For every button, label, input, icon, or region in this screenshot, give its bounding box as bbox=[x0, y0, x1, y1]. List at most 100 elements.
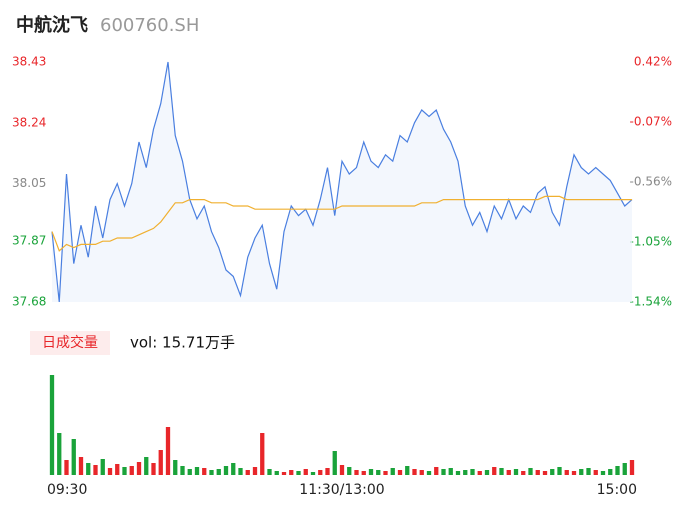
volume-bar bbox=[383, 471, 388, 475]
volume-bar bbox=[93, 465, 98, 475]
volume-bar bbox=[368, 469, 374, 475]
volume-bar bbox=[173, 460, 178, 475]
y2-tick-label: -0.56% bbox=[630, 175, 672, 189]
volume-bar bbox=[484, 470, 490, 475]
volume-bar bbox=[528, 468, 533, 475]
volume-bar bbox=[151, 463, 156, 475]
volume-bar bbox=[615, 466, 620, 475]
volume-bar bbox=[542, 471, 548, 475]
volume-bar bbox=[405, 466, 410, 475]
volume-bar bbox=[426, 471, 432, 475]
volume-bar bbox=[470, 469, 475, 475]
volume-bar bbox=[122, 467, 127, 475]
volume-bar bbox=[550, 469, 555, 475]
volume-bar bbox=[136, 462, 142, 475]
volume-bar bbox=[252, 467, 258, 475]
volume-bar bbox=[600, 471, 606, 475]
volume-bar bbox=[115, 464, 120, 475]
volume-bar bbox=[238, 468, 243, 475]
volume-bar bbox=[165, 427, 171, 475]
volume-bar bbox=[49, 375, 55, 475]
volume-bar bbox=[71, 439, 76, 475]
volume-bar bbox=[187, 469, 192, 475]
volume-bar bbox=[608, 469, 613, 475]
volume-bar bbox=[354, 470, 359, 475]
y-tick-label: 37.68 bbox=[12, 295, 46, 309]
volume-bar bbox=[303, 469, 308, 475]
volume-bar bbox=[129, 466, 134, 475]
volume-bar bbox=[86, 463, 91, 475]
volume-bar bbox=[622, 463, 627, 475]
volume-bar bbox=[455, 471, 461, 475]
volume-bar bbox=[318, 470, 323, 475]
volume-bar bbox=[513, 469, 519, 475]
volume-bar bbox=[223, 466, 229, 475]
volume-bar bbox=[339, 465, 345, 475]
volume-bar bbox=[506, 470, 511, 475]
y-tick-label: 38.05 bbox=[12, 176, 46, 190]
volume-bar bbox=[434, 467, 439, 475]
volume-bar bbox=[361, 471, 366, 475]
volume-bar bbox=[521, 471, 526, 475]
volume-bar bbox=[448, 468, 453, 475]
volume-bar bbox=[158, 450, 163, 475]
volume-bar bbox=[78, 457, 84, 475]
volume-bar bbox=[499, 468, 504, 475]
y2-tick-label: -0.07% bbox=[630, 115, 672, 129]
y-tick-label: 38.43 bbox=[12, 55, 46, 69]
volume-bar bbox=[419, 470, 424, 475]
volume-bar bbox=[579, 469, 584, 475]
volume-bar bbox=[281, 472, 287, 475]
volume-bar bbox=[629, 460, 635, 475]
volume-bar bbox=[296, 471, 301, 475]
y-tick-label: 37.87 bbox=[12, 234, 46, 248]
legend-bg bbox=[30, 331, 110, 355]
x-tick-label: 09:30 bbox=[47, 482, 87, 498]
volume-bar bbox=[289, 470, 294, 475]
volume-bar bbox=[477, 471, 482, 475]
volume-bar bbox=[100, 459, 105, 475]
x-tick-label: 11:30/13:00 bbox=[299, 482, 384, 498]
volume-bar bbox=[397, 470, 403, 475]
volume-bar bbox=[332, 451, 337, 475]
volume-bar bbox=[202, 468, 207, 475]
volume-bar bbox=[347, 467, 352, 475]
volume-bar bbox=[216, 469, 221, 475]
volume-bar bbox=[267, 469, 272, 475]
volume-bar bbox=[593, 470, 598, 475]
volume-bar bbox=[310, 472, 316, 475]
line-avg bbox=[51, 195, 632, 252]
volume-bar bbox=[325, 468, 330, 475]
volume-bar bbox=[231, 463, 236, 475]
volume-bar bbox=[390, 468, 395, 475]
volume-bar bbox=[412, 469, 417, 475]
volume-bar bbox=[180, 466, 185, 475]
volume-bar bbox=[245, 470, 250, 475]
stock-code: 600760.SH bbox=[100, 15, 199, 36]
volume-bar bbox=[209, 470, 214, 475]
y-tick-label: 38.24 bbox=[12, 115, 46, 129]
volume-legend: 日成交量 bbox=[42, 334, 98, 351]
volume-bar bbox=[144, 457, 149, 475]
volume-bar bbox=[441, 469, 446, 475]
volume-bar bbox=[64, 460, 69, 475]
volume-bar bbox=[463, 470, 468, 475]
volume-bar bbox=[107, 468, 113, 475]
volume-bar bbox=[571, 471, 577, 475]
volume-bar bbox=[492, 467, 497, 475]
stock-name: 中航沈飞 bbox=[16, 14, 88, 36]
volume-bar bbox=[535, 470, 540, 475]
volume-label: vol: 15.71万手 bbox=[130, 334, 235, 352]
volume-bar bbox=[194, 467, 200, 475]
volume-bar bbox=[564, 470, 569, 475]
y2-tick-label: -1.05% bbox=[630, 235, 672, 249]
price-area bbox=[52, 62, 632, 302]
volume-bar bbox=[260, 433, 265, 475]
volume-bar bbox=[557, 467, 562, 475]
volume-bar bbox=[274, 471, 279, 475]
volume-bar bbox=[57, 433, 62, 475]
volume-bar bbox=[376, 470, 381, 475]
volume-bar bbox=[586, 468, 591, 475]
y2-tick-label: -1.54% bbox=[630, 295, 672, 309]
